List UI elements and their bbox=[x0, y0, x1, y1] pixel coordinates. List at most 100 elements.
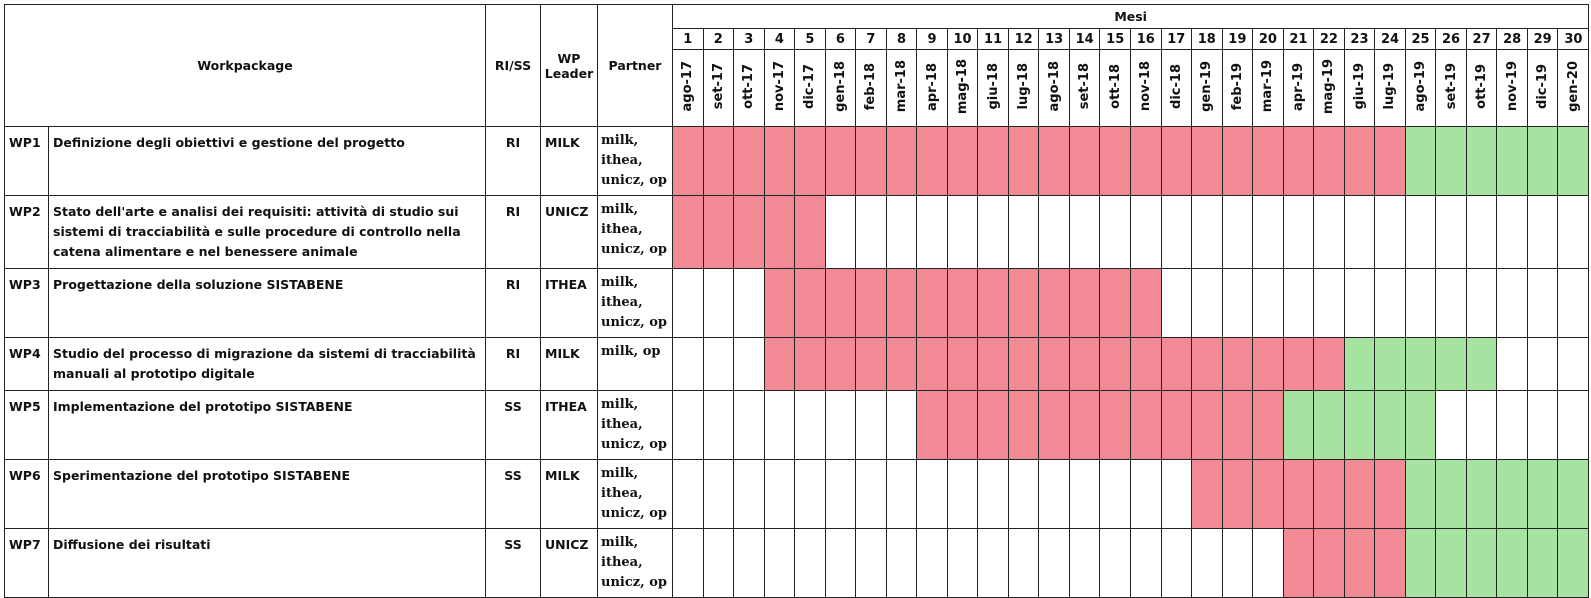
gantt-cell bbox=[1221, 390, 1254, 460]
gantt-cell bbox=[1099, 337, 1131, 391]
table-body: Workpackage RI/SS WP Leader Partner Mesi… bbox=[4, 4, 1590, 598]
gantt-cell bbox=[1252, 528, 1284, 598]
partner-line: milk, op bbox=[601, 344, 661, 359]
gantt-cell bbox=[1374, 459, 1406, 529]
month-cell: giu-18 bbox=[977, 49, 1009, 127]
gantt-cell bbox=[794, 528, 826, 598]
gantt-cell bbox=[1404, 195, 1437, 269]
partner-line: unicz, op bbox=[601, 173, 667, 188]
gantt-cell bbox=[672, 268, 704, 338]
wp-row: WP7 Diffusione dei risultati SS UNICZ milk, i… bbox=[4, 528, 1590, 598]
gantt-cell bbox=[1282, 195, 1315, 269]
month-cell: feb-19 bbox=[1221, 49, 1254, 127]
gantt-cell bbox=[916, 268, 948, 338]
gantt-cell bbox=[1526, 528, 1559, 598]
wp-title: Diffusione dei risultati bbox=[48, 528, 486, 598]
gantt-cell bbox=[1191, 528, 1223, 598]
gantt-cell bbox=[824, 268, 857, 338]
gantt-cell bbox=[1129, 528, 1162, 598]
wp-type: RI bbox=[485, 126, 541, 196]
gantt-cell bbox=[672, 337, 704, 391]
partner-line: unicz, op bbox=[601, 575, 667, 590]
gantt-cell bbox=[1313, 195, 1345, 269]
gantt-cell bbox=[1526, 268, 1559, 338]
gantt-cell bbox=[1252, 459, 1284, 529]
gantt-cell bbox=[977, 390, 1009, 460]
gantt-cell bbox=[1313, 268, 1345, 338]
gantt-cell bbox=[1496, 390, 1528, 460]
month-cell: ott-19 bbox=[1465, 49, 1498, 127]
month-label: dic-18 bbox=[1168, 64, 1184, 109]
gantt-cell bbox=[977, 459, 1009, 529]
gantt-cell bbox=[733, 268, 765, 338]
gantt-cell bbox=[916, 337, 948, 391]
wp-id: WP5 bbox=[4, 390, 49, 460]
month-cell: mag-18 bbox=[946, 49, 979, 127]
gantt-cell bbox=[1465, 337, 1498, 391]
month-number: 30 bbox=[1557, 28, 1590, 50]
gantt-cell bbox=[1496, 268, 1528, 338]
gantt-cell bbox=[855, 390, 887, 460]
gantt-cell bbox=[824, 126, 857, 196]
workpackage-header: Workpackage bbox=[4, 4, 486, 127]
wp-title: Sperimentazione del prototipo SISTABENE bbox=[48, 459, 486, 529]
gantt-cell bbox=[763, 459, 796, 529]
month-number: 6 bbox=[824, 28, 857, 50]
gantt-cell bbox=[977, 337, 1009, 391]
gantt-cell bbox=[977, 126, 1009, 196]
month-number: 25 bbox=[1404, 28, 1437, 50]
gantt-cell bbox=[794, 337, 826, 391]
month-number: 21 bbox=[1282, 28, 1315, 50]
wp-id: WP2 bbox=[4, 195, 49, 269]
month-number: 22 bbox=[1313, 28, 1345, 50]
wp-id: WP7 bbox=[4, 528, 49, 598]
gantt-cell bbox=[1099, 390, 1131, 460]
gantt-cell bbox=[702, 268, 735, 338]
wp-title: Implementazione del prototipo SISTABENE bbox=[48, 390, 486, 460]
gantt-cell bbox=[885, 268, 918, 338]
gantt-cell bbox=[1404, 268, 1437, 338]
wp-leader: MILK bbox=[540, 337, 598, 391]
gantt-cell bbox=[1435, 195, 1467, 269]
wp-row: WP6 Sperimentazione del prototipo SISTABE… bbox=[4, 459, 1590, 529]
month-cell: mar-19 bbox=[1252, 49, 1284, 127]
gantt-cell bbox=[733, 126, 765, 196]
wp-partner: milk, ithea, unicz, op bbox=[597, 528, 673, 598]
wp-row: WP3 Progettazione della soluzione SISTABE… bbox=[4, 268, 1590, 338]
leader-header: WP Leader bbox=[540, 4, 598, 127]
month-cell: nov-19 bbox=[1496, 49, 1528, 127]
gantt-cell bbox=[946, 126, 979, 196]
partner-line: ithea, bbox=[601, 417, 643, 432]
gantt-cell bbox=[916, 528, 948, 598]
month-number: 24 bbox=[1374, 28, 1406, 50]
month-cell: lug-19 bbox=[1374, 49, 1406, 127]
month-label: lug-19 bbox=[1382, 63, 1398, 110]
month-label: nov-19 bbox=[1504, 61, 1520, 112]
partner-line: milk, bbox=[601, 466, 639, 481]
gantt-cell bbox=[1282, 390, 1315, 460]
gantt-cell bbox=[855, 528, 887, 598]
partner-line: milk, bbox=[601, 133, 639, 148]
gantt-cell bbox=[1129, 195, 1162, 269]
gantt-cell bbox=[1068, 528, 1101, 598]
gantt-cell bbox=[1374, 126, 1406, 196]
month-number: 8 bbox=[885, 28, 918, 50]
gantt-cell bbox=[1496, 528, 1528, 598]
month-number: 27 bbox=[1465, 28, 1498, 50]
month-label: gen-18 bbox=[832, 61, 848, 112]
gantt-cell bbox=[1374, 268, 1406, 338]
gantt-cell bbox=[946, 528, 979, 598]
month-label: mar-18 bbox=[893, 60, 909, 113]
gantt-cell bbox=[1252, 337, 1284, 391]
gantt-cell bbox=[1526, 459, 1559, 529]
gantt-cell bbox=[1313, 459, 1345, 529]
month-label: mar-19 bbox=[1260, 60, 1276, 113]
gantt-cell bbox=[1465, 528, 1498, 598]
gantt-cell bbox=[855, 268, 887, 338]
gantt-cell bbox=[916, 195, 948, 269]
gantt-cell bbox=[1191, 195, 1223, 269]
gantt-cell bbox=[946, 337, 979, 391]
partner-line: milk, bbox=[601, 275, 639, 290]
gantt-cell bbox=[1252, 390, 1284, 460]
gantt-cell bbox=[824, 528, 857, 598]
